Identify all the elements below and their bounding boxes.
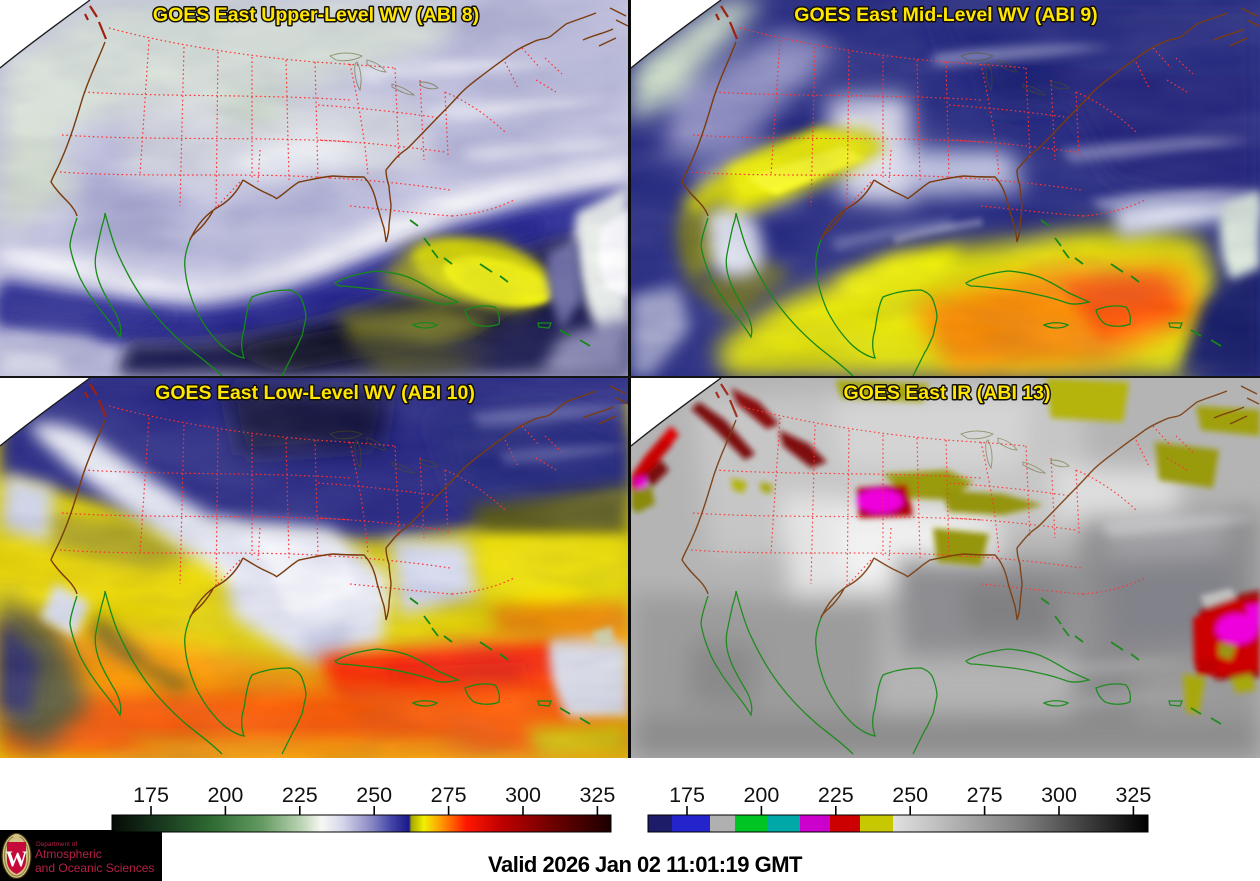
- svg-text:200: 200: [743, 783, 779, 807]
- svg-text:175: 175: [669, 783, 705, 807]
- svg-text:GOES East IR (ABI 13): GOES East IR (ABI 13): [844, 382, 1051, 404]
- svg-text:GOES East Upper-Level WV (ABI: GOES East Upper-Level WV (ABI 8): [153, 4, 479, 26]
- svg-text:225: 225: [282, 783, 318, 807]
- svg-text:300: 300: [505, 783, 541, 807]
- svg-text:325: 325: [579, 783, 615, 807]
- svg-text:Department of: Department of: [36, 841, 77, 848]
- svg-text:GOES East Mid-Level WV (ABI 9): GOES East Mid-Level WV (ABI 9): [794, 4, 1097, 26]
- svg-text:200: 200: [207, 783, 243, 807]
- svg-text:Atmospheric: Atmospheric: [35, 847, 102, 861]
- svg-text:275: 275: [431, 783, 467, 807]
- svg-text:325: 325: [1115, 783, 1151, 807]
- svg-text:Valid 2026 Jan 02 11:01:19 GMT: Valid 2026 Jan 02 11:01:19 GMT: [488, 852, 803, 877]
- svg-text:250: 250: [356, 783, 392, 807]
- svg-text:300: 300: [1041, 783, 1077, 807]
- svg-text:275: 275: [967, 783, 1003, 807]
- svg-text:225: 225: [818, 783, 854, 807]
- svg-text:175: 175: [133, 783, 169, 807]
- svg-text:GOES East Low-Level WV (ABI 10: GOES East Low-Level WV (ABI 10): [155, 382, 475, 404]
- svg-text:250: 250: [892, 783, 928, 807]
- svg-text:and Oceanic Sciences: and Oceanic Sciences: [35, 861, 154, 875]
- svg-text:W: W: [6, 846, 28, 871]
